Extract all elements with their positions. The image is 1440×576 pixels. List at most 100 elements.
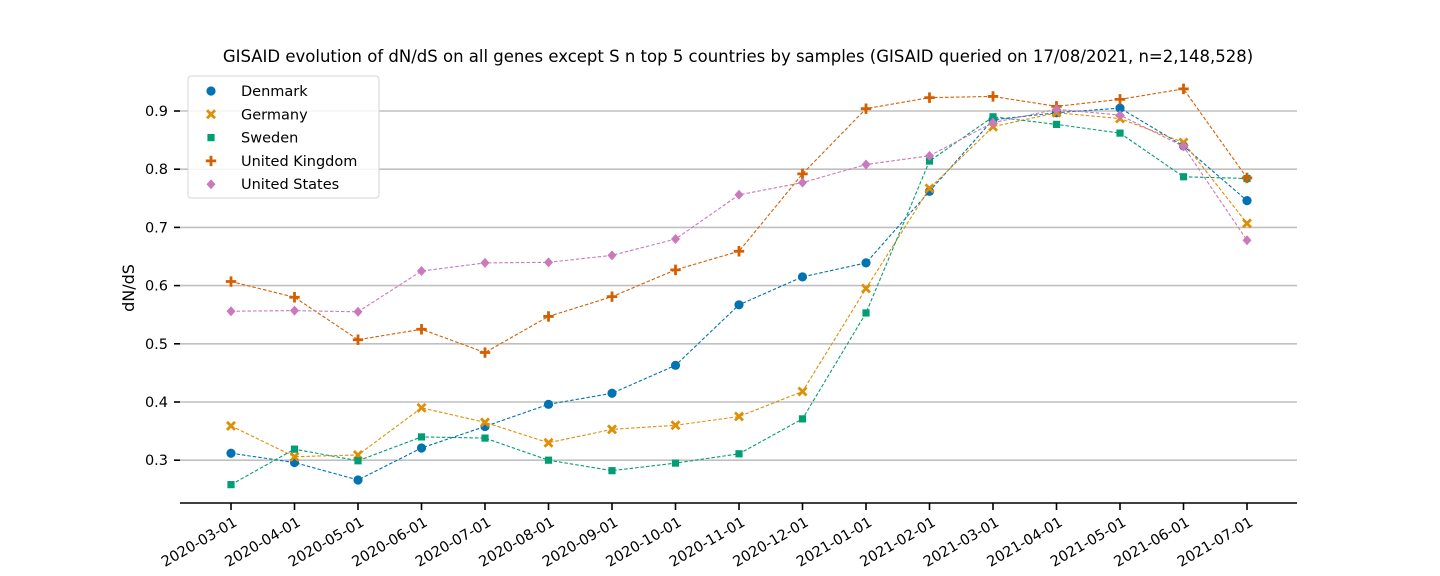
data-point-denmark bbox=[543, 399, 554, 409]
data-point-sweden bbox=[354, 457, 362, 465]
data-point-united-states bbox=[353, 306, 363, 317]
series-line-united-kingdom bbox=[230, 88, 1248, 354]
legend-label-germany: Germany bbox=[241, 107, 308, 123]
data-point-united-kingdom bbox=[352, 334, 364, 345]
series-line-germany bbox=[230, 112, 1248, 458]
y-tick-label: 0.4 bbox=[145, 395, 168, 411]
data-point-united-kingdom bbox=[1241, 172, 1253, 184]
data-point-united-kingdom bbox=[606, 291, 618, 302]
data-point-united-states bbox=[290, 305, 299, 316]
data-point-sweden bbox=[1052, 120, 1061, 128]
data-point-united-kingdom bbox=[797, 168, 808, 180]
data-point-united-kingdom bbox=[1178, 83, 1189, 95]
data-point-sweden bbox=[798, 415, 807, 423]
data-point-denmark bbox=[670, 360, 681, 370]
data-point-sweden bbox=[227, 481, 235, 489]
data-point-germany bbox=[289, 451, 300, 462]
data-point-sweden bbox=[544, 456, 553, 464]
data-point-united-states bbox=[1115, 110, 1125, 121]
series-line-united-states bbox=[230, 108, 1248, 313]
data-point-united-states bbox=[226, 306, 236, 317]
data-point-sweden bbox=[290, 445, 299, 453]
data-point-germany bbox=[1242, 218, 1252, 229]
data-point-united-states bbox=[1179, 141, 1188, 152]
data-point-united-kingdom bbox=[733, 246, 745, 257]
series-denmark bbox=[226, 103, 1252, 485]
data-point-united-states bbox=[925, 150, 934, 161]
data-point-germany bbox=[543, 437, 554, 448]
data-point-denmark bbox=[607, 388, 617, 398]
data-point-united-kingdom bbox=[479, 347, 491, 358]
data-point-germany bbox=[924, 183, 935, 194]
legend-marker-germany bbox=[206, 109, 216, 120]
data-point-united-states bbox=[607, 250, 617, 261]
data-point-germany bbox=[861, 283, 871, 294]
data-point-germany bbox=[480, 417, 490, 428]
chart-title: GISAID evolution of dN/dS on all genes e… bbox=[223, 47, 1253, 66]
data-point-united-kingdom bbox=[225, 276, 237, 287]
data-point-united-states bbox=[671, 234, 680, 245]
y-tick-label: 0.6 bbox=[145, 279, 168, 295]
data-point-sweden bbox=[1116, 129, 1124, 137]
data-point-united-kingdom bbox=[670, 264, 681, 276]
data-point-united-kingdom bbox=[1114, 94, 1126, 105]
series-germany bbox=[226, 107, 1252, 462]
data-point-denmark bbox=[353, 475, 363, 485]
series-line-denmark bbox=[230, 107, 1248, 481]
series-layer bbox=[225, 83, 1253, 489]
legend-label-united-kingdom: United Kingdom bbox=[241, 154, 357, 170]
legend-label-denmark: Denmark bbox=[241, 84, 308, 100]
y-axis-label: dN/dS bbox=[119, 264, 138, 312]
data-point-united-kingdom bbox=[987, 91, 999, 102]
data-point-sweden bbox=[1179, 173, 1188, 181]
data-point-sweden bbox=[735, 450, 743, 458]
data-point-denmark bbox=[1242, 196, 1252, 206]
y-tick-label: 0.3 bbox=[145, 453, 168, 469]
data-point-germany bbox=[670, 420, 681, 431]
data-point-sweden bbox=[481, 434, 489, 442]
data-point-united-states bbox=[1052, 104, 1061, 115]
y-tick-label: 0.7 bbox=[145, 220, 168, 236]
legend-marker-united-states bbox=[206, 179, 216, 190]
data-point-united-kingdom bbox=[289, 292, 300, 303]
data-point-united-states bbox=[861, 159, 871, 170]
data-point-sweden bbox=[417, 433, 426, 441]
data-point-united-kingdom bbox=[860, 103, 872, 114]
y-tick-label: 0.8 bbox=[145, 162, 168, 178]
data-point-united-states bbox=[798, 177, 807, 188]
data-point-germany bbox=[607, 424, 617, 435]
legend-box bbox=[187, 75, 380, 199]
data-point-united-kingdom bbox=[543, 311, 554, 322]
data-point-united-states bbox=[480, 257, 490, 268]
data-point-germany bbox=[416, 402, 427, 413]
y-tick-label: 0.5 bbox=[145, 337, 168, 353]
y-tick-label: 0.9 bbox=[145, 104, 168, 120]
legend: Denmark Germany Sweden United Kingdom United… bbox=[187, 75, 380, 199]
legend-label-sweden: Sweden bbox=[241, 131, 298, 147]
data-point-denmark bbox=[734, 300, 744, 310]
legend-label-united-states: United States bbox=[241, 177, 339, 193]
legend-marker-sweden bbox=[207, 134, 215, 142]
series-united-kingdom bbox=[225, 83, 1253, 358]
series-united-states bbox=[226, 104, 1252, 317]
data-point-united-states bbox=[544, 257, 553, 268]
data-point-germany bbox=[797, 386, 808, 397]
data-point-united-states bbox=[988, 117, 998, 128]
data-point-sweden bbox=[862, 309, 870, 317]
data-point-united-kingdom bbox=[416, 324, 427, 335]
data-point-germany bbox=[226, 420, 236, 431]
data-point-germany bbox=[734, 411, 744, 422]
legend-marker-denmark bbox=[206, 86, 216, 96]
data-point-denmark bbox=[416, 443, 427, 453]
data-point-sweden bbox=[925, 157, 934, 165]
data-point-sweden bbox=[671, 459, 680, 467]
data-point-denmark bbox=[861, 258, 871, 268]
data-point-united-states bbox=[417, 266, 426, 277]
data-point-sweden bbox=[989, 113, 997, 121]
data-point-united-states bbox=[734, 189, 744, 200]
legend-marker-united-kingdom bbox=[205, 155, 217, 167]
data-point-united-kingdom bbox=[924, 92, 935, 103]
data-point-denmark bbox=[226, 448, 236, 458]
data-point-sweden bbox=[608, 467, 616, 475]
